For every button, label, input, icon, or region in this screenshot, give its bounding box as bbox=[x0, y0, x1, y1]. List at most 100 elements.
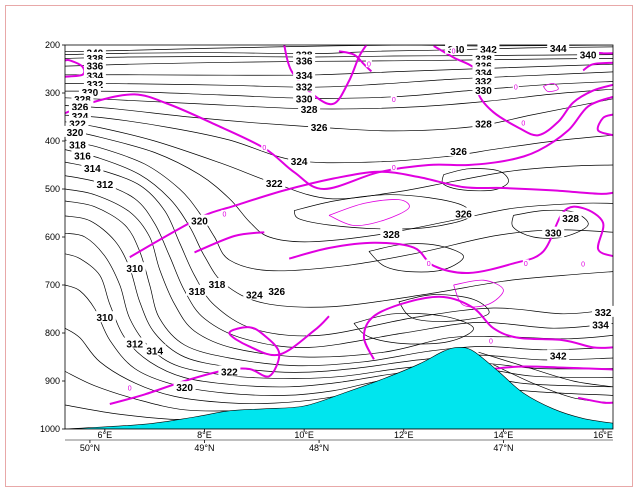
pv-line bbox=[283, 45, 368, 106]
label-knockout bbox=[577, 48, 600, 60]
pv-label-knockout bbox=[522, 259, 529, 267]
pv-label-knockout bbox=[261, 143, 268, 151]
isentrope-line bbox=[65, 188, 613, 358]
isentrope-line bbox=[65, 46, 613, 55]
label-knockout bbox=[547, 349, 570, 361]
isentrope-label: 320 bbox=[67, 128, 84, 139]
isentrope-label: 342 bbox=[480, 45, 497, 56]
label-knockout bbox=[298, 102, 321, 114]
isentrope-label: 334 bbox=[592, 320, 609, 331]
label-knockout bbox=[547, 41, 570, 53]
terrain-fill bbox=[65, 347, 613, 429]
isentrope-line bbox=[398, 294, 490, 322]
isentrope-line bbox=[478, 351, 613, 388]
pv-label: 0 bbox=[392, 97, 396, 104]
x-tick-label-lon: 8°E bbox=[197, 430, 212, 440]
isentrope-label: 318 bbox=[209, 280, 226, 291]
label-knockout bbox=[559, 211, 582, 223]
terrain bbox=[65, 347, 613, 429]
pv-label: 0 bbox=[489, 339, 493, 346]
isentrope-line bbox=[65, 121, 613, 200]
label-knockout bbox=[288, 155, 311, 167]
x-tick-label-lat: 48°N bbox=[309, 443, 329, 453]
label-knockout bbox=[83, 77, 106, 89]
label-knockout bbox=[472, 59, 495, 71]
isentrope-label: 312 bbox=[126, 340, 143, 351]
isentrope-line bbox=[65, 58, 613, 67]
contour-labels: 3383403383363363343343323323303303283283… bbox=[63, 41, 615, 394]
pv-thin-line bbox=[328, 199, 410, 227]
x-tick-label-lat: 49°N bbox=[194, 443, 214, 453]
isentrope-label: 322 bbox=[221, 367, 238, 378]
label-knockout bbox=[293, 54, 316, 66]
label-knockout bbox=[293, 92, 316, 104]
isentrope-label: 330 bbox=[475, 86, 492, 97]
label-knockout bbox=[472, 75, 495, 86]
label-knockout bbox=[218, 365, 241, 377]
isentrope-label: 324 bbox=[291, 157, 308, 168]
pv-label-knockout bbox=[425, 259, 432, 267]
isentrope-line bbox=[65, 114, 613, 164]
pv-contours bbox=[65, 45, 613, 405]
pv-thin-line bbox=[453, 279, 504, 308]
isentrope-line bbox=[65, 161, 613, 337]
y-tick-label: 1000 bbox=[40, 424, 60, 434]
isentrope-line bbox=[368, 243, 464, 273]
label-knockout bbox=[81, 161, 104, 173]
label-knockout bbox=[472, 66, 495, 78]
isentrope-label: 334 bbox=[475, 68, 492, 79]
isentrope-label: 332 bbox=[475, 77, 492, 88]
isentrope-label: 324 bbox=[246, 291, 263, 302]
label-knockout bbox=[66, 138, 89, 150]
isentrope-label: 334 bbox=[296, 71, 313, 82]
label-knockout bbox=[143, 344, 166, 356]
y-tick-label: 800 bbox=[45, 328, 60, 338]
isentrope-label: 326 bbox=[450, 147, 467, 158]
label-knockout bbox=[243, 288, 266, 300]
isentrope-label: 338 bbox=[87, 54, 104, 65]
isentrope-line bbox=[353, 312, 474, 345]
pv-label: 0 bbox=[581, 261, 585, 268]
y-axis: 200 300 400 500 600 700 800 900 1000 bbox=[40, 40, 65, 434]
label-knockout bbox=[589, 318, 612, 330]
x-tick-label-lon: 16°E bbox=[593, 430, 613, 440]
label-knockout bbox=[308, 121, 331, 133]
y-tick-label: 300 bbox=[45, 88, 60, 98]
x-tick-label-lon: 12°E bbox=[394, 430, 414, 440]
isentrope-line bbox=[65, 139, 613, 272]
isentrope-line bbox=[65, 81, 613, 99]
y-tick-label: 600 bbox=[45, 232, 60, 242]
isentrope-label: 326 bbox=[72, 102, 89, 113]
isentrope-label: 310 bbox=[97, 313, 114, 324]
label-knockout bbox=[123, 262, 146, 274]
isentrope-label: 328 bbox=[301, 105, 318, 116]
label-knockout bbox=[293, 80, 316, 92]
isentrope-label: 328 bbox=[475, 120, 492, 131]
label-knockout bbox=[63, 125, 86, 137]
isentrope-label: 330 bbox=[545, 229, 562, 240]
label-knockout bbox=[477, 42, 500, 54]
isentrope-label: 318 bbox=[69, 140, 86, 151]
label-knockout bbox=[83, 51, 106, 63]
pv-label: 0 bbox=[524, 261, 528, 268]
pv-label: 0 bbox=[128, 386, 132, 393]
pv-line bbox=[65, 58, 86, 78]
pv-line bbox=[596, 113, 613, 137]
isentrope-label: 320 bbox=[176, 383, 193, 394]
y-tick-label: 500 bbox=[45, 184, 60, 194]
isentrope-label: 336 bbox=[87, 62, 104, 73]
label-knockout bbox=[78, 86, 101, 98]
pv-label-knockout bbox=[450, 46, 457, 54]
isentrope-line bbox=[65, 200, 613, 367]
label-knockout bbox=[93, 178, 116, 190]
pv-label: 0 bbox=[514, 85, 518, 92]
isentrope-label: 328 bbox=[562, 214, 579, 225]
pv-label: 0 bbox=[427, 261, 431, 268]
x-axis: 6°E 8°E 10°E 12°E 14°E 16°E 50°N 49°N 48°N 47°N bbox=[65, 429, 613, 453]
pv-label: 0 bbox=[452, 48, 456, 55]
isentrope-label: 340 bbox=[580, 51, 597, 62]
label-knockout bbox=[68, 100, 91, 112]
pv-label-knockout bbox=[520, 119, 527, 127]
isentrope-label: 334 bbox=[87, 72, 104, 83]
